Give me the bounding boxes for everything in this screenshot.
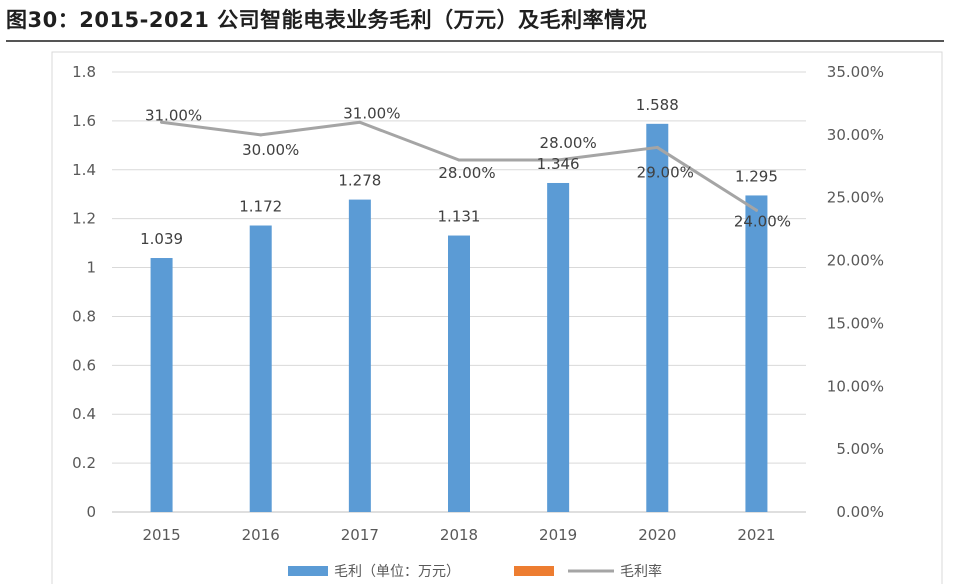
line-series [160, 120, 758, 212]
right-tick-label: 20.00% [827, 252, 884, 270]
chart-frame [51, 51, 943, 584]
x-axis-ticks: 2015 2016 2017 2018 2019 2020 2021 [142, 526, 775, 544]
bar-value-label: 1.278 [338, 172, 381, 190]
line-value-label: 24.00% [734, 212, 791, 230]
left-tick-label: 0.6 [72, 356, 96, 374]
right-tick-label: 25.00% [827, 189, 884, 207]
right-tick-label: 10.00% [827, 377, 884, 395]
x-tick-label: 2016 [242, 526, 280, 544]
bar [448, 235, 470, 513]
left-tick-label: 1.2 [72, 210, 96, 228]
figure-title: 图30：2015-2021 公司智能电表业务毛利（万元）及毛利率情况 [6, 8, 648, 32]
line-value-label: 31.00% [145, 106, 202, 124]
line-point [259, 133, 263, 137]
bar-value-label: 1.588 [636, 96, 679, 114]
x-tick-label: 2017 [341, 526, 379, 544]
data-labels: 1.039 1.172 1.278 1.131 1.346 1.588 1.295 31.00… [140, 96, 791, 248]
title-rule [6, 40, 944, 42]
x-tick-label: 2015 [142, 526, 180, 544]
right-tick-label: 5.00% [836, 440, 884, 458]
bar-value-label: 1.131 [438, 208, 481, 226]
bar-value-label: 1.172 [239, 198, 282, 216]
line-point [457, 158, 461, 162]
left-tick-label: 1.8 [72, 63, 96, 81]
bar-series [150, 123, 768, 513]
x-tick-label: 2020 [638, 526, 676, 544]
right-tick-label: 30.00% [827, 126, 884, 144]
line-point [655, 145, 659, 149]
legend-line-label: 毛利率 [620, 563, 662, 580]
x-tick-label: 2018 [440, 526, 478, 544]
x-tick-label: 2021 [737, 526, 775, 544]
left-tick-label: 0.2 [72, 454, 96, 472]
bar [547, 182, 570, 512]
right-tick-label: 15.00% [827, 314, 884, 332]
bar-value-label: 1.039 [140, 230, 183, 248]
right-tick-label: 0.00% [836, 503, 884, 521]
bar [646, 123, 669, 513]
x-tick-label: 2019 [539, 526, 577, 544]
left-tick-label: 1.4 [72, 161, 96, 179]
left-axis-ticks: 0 0.2 0.4 0.6 0.8 1 1.2 1.4 1.6 1.8 [72, 63, 96, 521]
line-value-label: 28.00% [438, 164, 495, 182]
right-axis-ticks: 0.00% 5.00% 10.00% 15.00% 20.00% 25.00% 30.00%… [827, 63, 884, 521]
bar [150, 258, 173, 512]
legend-placeholder-swatch [514, 566, 554, 576]
line-value-label: 29.00% [637, 163, 694, 181]
left-tick-label: 0.4 [72, 405, 96, 423]
bar [249, 225, 272, 512]
right-tick-label: 35.00% [827, 63, 884, 81]
left-tick-label: 1.6 [72, 112, 96, 130]
bar [348, 199, 371, 512]
line-point [754, 208, 758, 212]
line-value-label: 28.00% [540, 134, 597, 152]
legend-bar-swatch [288, 566, 328, 576]
legend: 毛利（单位：万元） 毛利率 [288, 563, 662, 580]
line-point [556, 158, 560, 162]
bar-value-label: 1.295 [735, 167, 778, 185]
line-value-label: 31.00% [343, 104, 400, 122]
bar-value-label: 1.346 [537, 155, 580, 173]
bar [745, 195, 768, 512]
line-value-label: 30.00% [242, 141, 299, 159]
line-point [160, 120, 164, 124]
left-tick-label: 1 [86, 259, 96, 277]
left-tick-label: 0 [86, 503, 96, 521]
legend-bar-label: 毛利（单位：万元） [334, 564, 460, 580]
left-tick-label: 0.8 [72, 307, 96, 325]
line-point [358, 120, 362, 124]
